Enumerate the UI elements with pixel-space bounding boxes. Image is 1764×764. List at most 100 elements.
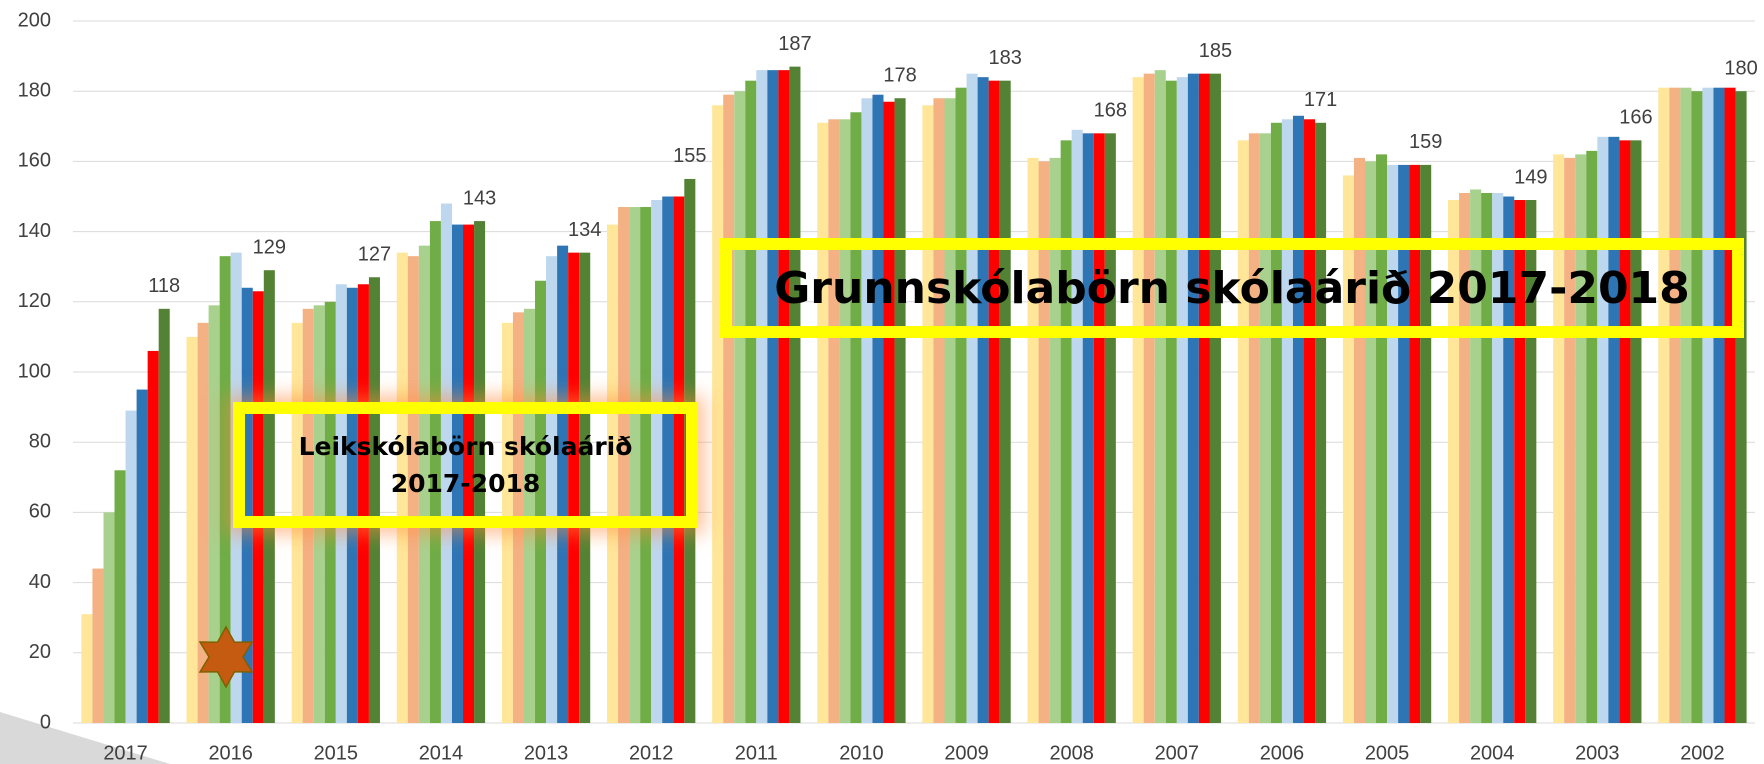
bar: [1459, 192, 1471, 724]
bar: [1630, 140, 1642, 724]
bar: [1514, 200, 1526, 723]
bar: [767, 70, 779, 723]
bar: [651, 200, 663, 723]
bar: [966, 73, 978, 723]
bar: [1470, 189, 1482, 724]
bar: [219, 256, 231, 723]
bar: [114, 470, 126, 723]
bar: [568, 252, 580, 723]
data-label: 187: [778, 33, 811, 55]
bar: [125, 410, 137, 723]
bar: [629, 207, 641, 723]
bar: [618, 207, 630, 723]
bar: [1143, 73, 1155, 723]
bar: [999, 80, 1011, 724]
bar: [872, 94, 884, 723]
bar: [158, 308, 170, 723]
bar: [241, 287, 253, 723]
data-label: 129: [253, 236, 286, 258]
bar: [640, 207, 652, 723]
y-tick-label: 160: [18, 150, 51, 172]
bar: [368, 277, 380, 723]
data-label: 143: [463, 187, 496, 209]
bar: [1027, 157, 1039, 723]
bar: [1060, 140, 1072, 724]
bar: [745, 80, 757, 724]
data-label: 168: [1094, 100, 1127, 122]
y-tick-label: 180: [18, 79, 51, 101]
bar: [607, 224, 619, 723]
data-label: 183: [989, 47, 1022, 69]
bar: [988, 80, 1000, 724]
bar: [147, 350, 159, 723]
bar: [407, 256, 419, 723]
x-tick-label: 2007: [1155, 742, 1200, 764]
bar: [1658, 87, 1670, 723]
data-label: 118: [148, 275, 180, 297]
bar: [1575, 154, 1587, 723]
bar: [1669, 87, 1681, 723]
data-label: 159: [1409, 131, 1442, 153]
annotation: Leikskólabörn skólaárið 2017-2018: [233, 402, 698, 528]
bar: [1082, 133, 1094, 723]
bar: [1724, 87, 1736, 723]
bar: [252, 291, 264, 723]
star-icon: [198, 625, 254, 689]
bar: [396, 252, 408, 723]
bar: [463, 224, 475, 723]
y-tick-label: 120: [18, 290, 51, 312]
bar: [1093, 133, 1105, 723]
bar: [81, 614, 93, 723]
bar: [1353, 157, 1365, 723]
bar: [977, 77, 989, 723]
bar: [1553, 154, 1565, 723]
bar: [1038, 161, 1050, 723]
bar: [1420, 164, 1432, 723]
bar: [1492, 192, 1504, 724]
x-tick-label: 2009: [944, 742, 989, 764]
x-tick-label: 2010: [839, 742, 884, 764]
y-tick-label: 100: [18, 360, 51, 382]
bar: [1481, 192, 1493, 724]
bar: [1209, 73, 1221, 723]
bar: [1680, 87, 1692, 723]
bar: [861, 98, 873, 724]
bar: [673, 196, 685, 723]
bar: [1270, 122, 1282, 724]
bar: [955, 87, 967, 723]
bar: [1702, 87, 1714, 723]
bar: [418, 245, 430, 723]
bar: [324, 301, 336, 723]
bar: [263, 270, 275, 723]
bar: [302, 308, 314, 723]
data-label: 171: [1304, 89, 1337, 111]
bar: [1597, 136, 1609, 723]
x-tick-label: 2011: [735, 742, 778, 764]
bar: [186, 336, 198, 723]
bar: [828, 119, 840, 723]
bar: [1503, 196, 1515, 723]
bar: [346, 287, 358, 723]
bar: [103, 512, 115, 723]
bar: [1387, 164, 1399, 723]
x-tick-label: 2012: [629, 742, 674, 764]
bar: [1525, 200, 1537, 723]
x-tick-label: 2015: [314, 742, 359, 764]
bar: [1691, 91, 1703, 723]
x-tick-label: 2013: [524, 742, 569, 764]
bar: [894, 98, 906, 724]
y-tick-label: 140: [18, 220, 51, 242]
bar: [662, 196, 674, 723]
bar: [208, 305, 220, 723]
bar: [922, 105, 934, 724]
bar: [474, 221, 486, 723]
bar: [1187, 73, 1199, 723]
bar: [1376, 154, 1388, 723]
bar: [579, 252, 591, 723]
x-tick-label: 2008: [1049, 742, 1094, 764]
bar: [756, 70, 768, 723]
bar: [1315, 122, 1327, 724]
data-label: 134: [568, 219, 601, 241]
